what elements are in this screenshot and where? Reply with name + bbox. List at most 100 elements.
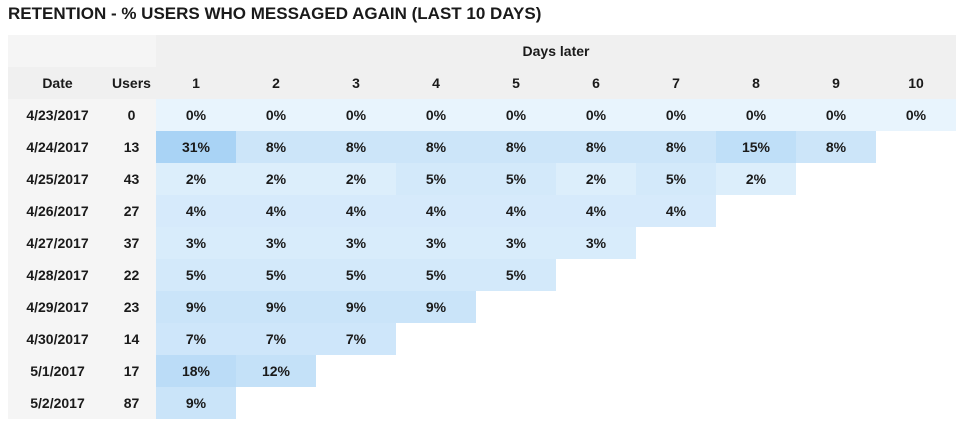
retention-cell: 9% bbox=[236, 291, 316, 323]
empty-cell bbox=[796, 355, 876, 387]
cohort-row: 4/27/2017 37 3% 3% 3% 3% 3% 3% bbox=[8, 227, 956, 259]
empty-cell bbox=[716, 259, 796, 291]
cohort-date: 4/25/2017 bbox=[8, 163, 107, 195]
retention-cell: 0% bbox=[316, 99, 396, 131]
empty-cell bbox=[636, 355, 716, 387]
cohort-row: 4/29/2017 23 9% 9% 9% 9% bbox=[8, 291, 956, 323]
retention-cell: 8% bbox=[316, 131, 396, 163]
empty-cell bbox=[636, 259, 716, 291]
empty-cell bbox=[236, 387, 316, 419]
retention-cell: 5% bbox=[316, 259, 396, 291]
empty-cell bbox=[716, 355, 796, 387]
days-later-header: Days later bbox=[156, 35, 956, 67]
cohort-users: 22 bbox=[107, 259, 156, 291]
retention-cell: 5% bbox=[396, 259, 476, 291]
day-8-column-header: 8 bbox=[716, 67, 796, 99]
empty-cell bbox=[876, 163, 956, 195]
retention-cell: 9% bbox=[316, 291, 396, 323]
empty-cell bbox=[396, 323, 476, 355]
users-column-header: Users bbox=[107, 67, 156, 99]
empty-cell bbox=[876, 131, 956, 163]
retention-cell: 15% bbox=[716, 131, 796, 163]
empty-cell bbox=[796, 291, 876, 323]
retention-cell: 8% bbox=[476, 131, 556, 163]
cohort-row: 4/25/2017 43 2% 2% 2% 5% 5% 2% 5% 2% bbox=[8, 163, 956, 195]
empty-cell bbox=[556, 323, 636, 355]
empty-cell bbox=[796, 163, 876, 195]
empty-cell bbox=[636, 227, 716, 259]
empty-cell bbox=[476, 323, 556, 355]
retention-cell: 12% bbox=[236, 355, 316, 387]
cohort-users: 27 bbox=[107, 195, 156, 227]
empty-cell bbox=[796, 387, 876, 419]
retention-cell: 4% bbox=[316, 195, 396, 227]
empty-cell bbox=[476, 387, 556, 419]
empty-cell bbox=[716, 387, 796, 419]
empty-cell bbox=[796, 195, 876, 227]
retention-cell: 7% bbox=[236, 323, 316, 355]
empty-cell bbox=[636, 387, 716, 419]
retention-cell: 9% bbox=[396, 291, 476, 323]
retention-cell: 0% bbox=[476, 99, 556, 131]
day-7-column-header: 7 bbox=[636, 67, 716, 99]
cohort-rows: 4/23/2017 0 0% 0% 0% 0% 0% 0% 0% 0% 0% 0% 4/24/2017 1… bbox=[8, 99, 956, 419]
empty-cell bbox=[876, 387, 956, 419]
empty-cell bbox=[716, 227, 796, 259]
retention-cell: 0% bbox=[396, 99, 476, 131]
retention-cell: 0% bbox=[716, 99, 796, 131]
retention-cell: 0% bbox=[236, 99, 316, 131]
empty-cell bbox=[476, 291, 556, 323]
day-4-column-header: 4 bbox=[396, 67, 476, 99]
empty-cell bbox=[556, 291, 636, 323]
column-header-row: Date Users 1 2 3 4 5 6 7 8 9 10 bbox=[8, 67, 956, 99]
cohort-users: 13 bbox=[107, 131, 156, 163]
empty-cell bbox=[636, 323, 716, 355]
day-1-column-header: 1 bbox=[156, 67, 236, 99]
retention-cell: 8% bbox=[236, 131, 316, 163]
retention-cell: 18% bbox=[156, 355, 236, 387]
retention-cell: 5% bbox=[636, 163, 716, 195]
retention-cell: 0% bbox=[156, 99, 236, 131]
day-6-column-header: 6 bbox=[556, 67, 636, 99]
retention-cell: 2% bbox=[716, 163, 796, 195]
cohort-date: 5/2/2017 bbox=[8, 387, 107, 419]
cohort-users: 87 bbox=[107, 387, 156, 419]
header-band-row: Days later bbox=[8, 35, 956, 67]
retention-cell: 0% bbox=[556, 99, 636, 131]
empty-cell bbox=[876, 355, 956, 387]
empty-cell bbox=[476, 355, 556, 387]
cohort-row: 5/2/2017 87 9% bbox=[8, 387, 956, 419]
day-10-column-header: 10 bbox=[876, 67, 956, 99]
cohort-row: 4/26/2017 27 4% 4% 4% 4% 4% 4% 4% bbox=[8, 195, 956, 227]
empty-cell bbox=[556, 387, 636, 419]
retention-cell: 4% bbox=[236, 195, 316, 227]
empty-cell bbox=[716, 323, 796, 355]
retention-cell: 2% bbox=[556, 163, 636, 195]
empty-cell bbox=[316, 355, 396, 387]
retention-cell: 3% bbox=[316, 227, 396, 259]
retention-cell: 0% bbox=[876, 99, 956, 131]
retention-cell: 4% bbox=[636, 195, 716, 227]
cohort-date: 4/24/2017 bbox=[8, 131, 107, 163]
retention-cell: 4% bbox=[396, 195, 476, 227]
retention-cell: 5% bbox=[476, 163, 556, 195]
retention-cell: 3% bbox=[236, 227, 316, 259]
cohort-users: 0 bbox=[107, 99, 156, 131]
retention-cell: 5% bbox=[236, 259, 316, 291]
empty-cell bbox=[796, 259, 876, 291]
retention-cell: 0% bbox=[636, 99, 716, 131]
retention-cell: 0% bbox=[796, 99, 876, 131]
cohort-row: 5/1/2017 17 18% 12% bbox=[8, 355, 956, 387]
cohort-row: 4/24/2017 13 31% 8% 8% 8% 8% 8% 8% 15% 8% bbox=[8, 131, 956, 163]
cohort-date: 4/23/2017 bbox=[8, 99, 107, 131]
retention-cell: 2% bbox=[236, 163, 316, 195]
retention-cell: 4% bbox=[476, 195, 556, 227]
empty-cell bbox=[876, 291, 956, 323]
retention-cell: 9% bbox=[156, 291, 236, 323]
cohort-date: 4/29/2017 bbox=[8, 291, 107, 323]
report-title: RETENTION - % USERS WHO MESSAGED AGAIN (… bbox=[8, 4, 542, 23]
cohort-row: 4/30/2017 14 7% 7% 7% bbox=[8, 323, 956, 355]
empty-cell bbox=[796, 323, 876, 355]
retention-cell: 3% bbox=[396, 227, 476, 259]
retention-cell: 5% bbox=[476, 259, 556, 291]
